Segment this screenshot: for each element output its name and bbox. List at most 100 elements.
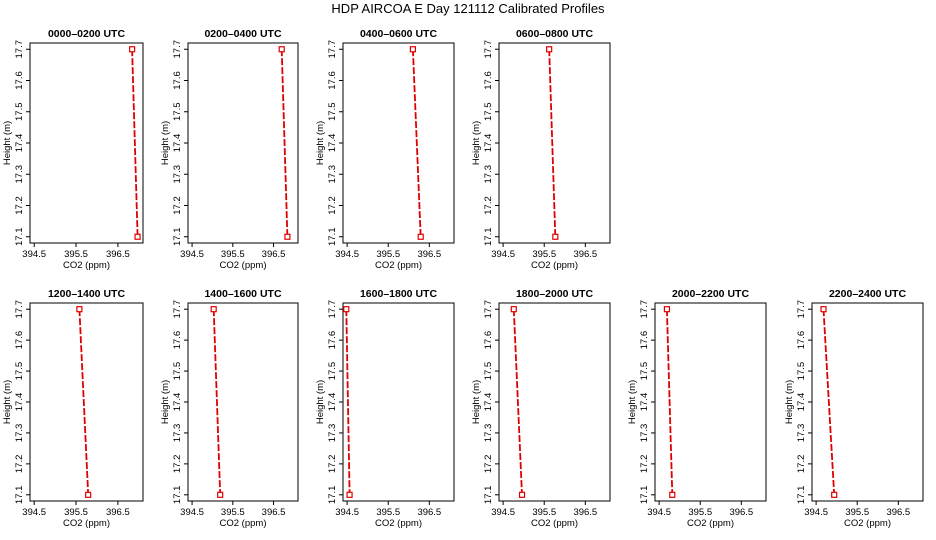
x-tick-label: 395.5: [532, 507, 556, 518]
data-point: [820, 306, 827, 313]
y-tick-label: 17.5: [639, 362, 650, 381]
data-point: [831, 491, 838, 498]
x-tick-label: 394.5: [22, 507, 46, 518]
y-tick-label: 17.5: [483, 103, 494, 122]
plot-frame: [29, 42, 144, 244]
data-point: [417, 233, 424, 240]
x-tick-label: 395.5: [221, 507, 245, 518]
y-axis-label: Height (m): [471, 121, 482, 165]
plot-frame: [342, 42, 455, 244]
profile-line: [666, 309, 674, 495]
panel-title: 0000–0200 UTC: [48, 28, 125, 40]
x-axis-label: CO2 (ppm): [220, 518, 267, 529]
y-tick-label: 17.6: [14, 331, 25, 350]
x-tick-label: 395.5: [64, 507, 88, 518]
panel-title: 1200–1400 UTC: [48, 288, 125, 300]
panel-title: 1800–2000 UTC: [516, 288, 593, 300]
x-axis-label: CO2 (ppm): [220, 260, 267, 271]
x-tick-label: 396.5: [573, 507, 597, 518]
y-tick-label: 17.2: [327, 196, 338, 215]
x-tick-label: 396.5: [106, 507, 130, 518]
data-point: [663, 306, 671, 313]
y-tick-label: 17.1: [327, 486, 338, 505]
y-tick-label: 17.6: [172, 71, 183, 90]
y-tick-label: 17.6: [796, 331, 807, 350]
y-tick-label: 17.3: [172, 165, 183, 184]
y-tick-label: 17.7: [483, 40, 494, 59]
profile-line: [280, 49, 289, 237]
x-tick-label: 395.5: [64, 249, 88, 260]
x-tick-label: 394.5: [804, 507, 828, 518]
y-tick-label: 17.4: [14, 393, 25, 412]
y-tick-label: 17.1: [172, 228, 183, 247]
x-tick-label: 395.5: [532, 249, 556, 260]
data-point: [343, 306, 350, 313]
profile-line: [512, 309, 523, 495]
data-point: [134, 233, 141, 240]
y-tick-label: 17.7: [14, 40, 25, 59]
x-tick-label: 396.5: [417, 249, 441, 260]
y-tick-label: 17.5: [172, 103, 183, 122]
panel-title: 2000–2200 UTC: [672, 288, 749, 300]
data-point: [278, 46, 285, 53]
y-tick-label: 17.3: [172, 424, 183, 443]
y-tick-label: 17.6: [483, 331, 494, 350]
y-tick-label: 17.4: [172, 134, 183, 153]
x-tick-label: 396.5: [106, 249, 130, 260]
x-axis-label: CO2 (ppm): [844, 518, 891, 529]
x-tick-label: 395.5: [376, 507, 400, 518]
y-tick-label: 17.1: [327, 228, 338, 247]
data-point: [346, 491, 353, 498]
y-tick-label: 17.5: [327, 103, 338, 122]
x-tick-label: 396.5: [886, 507, 910, 518]
y-tick-label: 17.3: [483, 424, 494, 443]
plot-frame: [187, 302, 299, 502]
profile-line: [345, 309, 351, 495]
plot-frame: [342, 302, 455, 502]
x-tick-label: 394.5: [22, 249, 46, 260]
profile-line: [412, 49, 422, 237]
y-tick-label: 17.4: [483, 134, 494, 153]
x-tick-label: 394.5: [647, 507, 671, 518]
x-tick-label: 394.5: [335, 249, 359, 260]
y-tick-label: 17.7: [172, 300, 183, 319]
data-point: [210, 306, 217, 313]
x-axis-label: CO2 (ppm): [375, 260, 422, 271]
panel-title: 0400–0600 UTC: [360, 28, 437, 40]
data-point: [85, 491, 92, 498]
profile-line: [131, 49, 139, 237]
y-tick-label: 17.1: [483, 486, 494, 505]
data-point: [217, 491, 224, 498]
panel-title: 1400–1600 UTC: [204, 288, 281, 300]
y-axis-label: Height (m): [627, 380, 638, 424]
y-tick-label: 17.7: [796, 300, 807, 319]
profile-line: [212, 309, 222, 495]
y-tick-label: 17.6: [172, 331, 183, 350]
y-tick-label: 17.4: [483, 393, 494, 412]
y-tick-label: 17.2: [483, 455, 494, 474]
x-axis-label: CO2 (ppm): [63, 518, 110, 529]
y-tick-label: 17.1: [796, 486, 807, 505]
y-tick-label: 17.1: [639, 486, 650, 505]
y-tick-label: 17.3: [14, 424, 25, 443]
x-tick-label: 396.5: [729, 507, 753, 518]
panel-title: 1600–1800 UTC: [360, 288, 437, 300]
data-point: [510, 306, 517, 313]
y-tick-label: 17.6: [639, 331, 650, 350]
profile-line: [78, 309, 90, 495]
y-tick-label: 17.7: [14, 300, 25, 319]
y-tick-label: 17.3: [14, 165, 25, 184]
x-tick-label: 394.5: [491, 249, 515, 260]
x-tick-label: 396.5: [262, 249, 286, 260]
plot-frame: [187, 42, 299, 244]
y-axis-label: Height (m): [315, 380, 326, 424]
y-tick-label: 17.5: [14, 362, 25, 381]
